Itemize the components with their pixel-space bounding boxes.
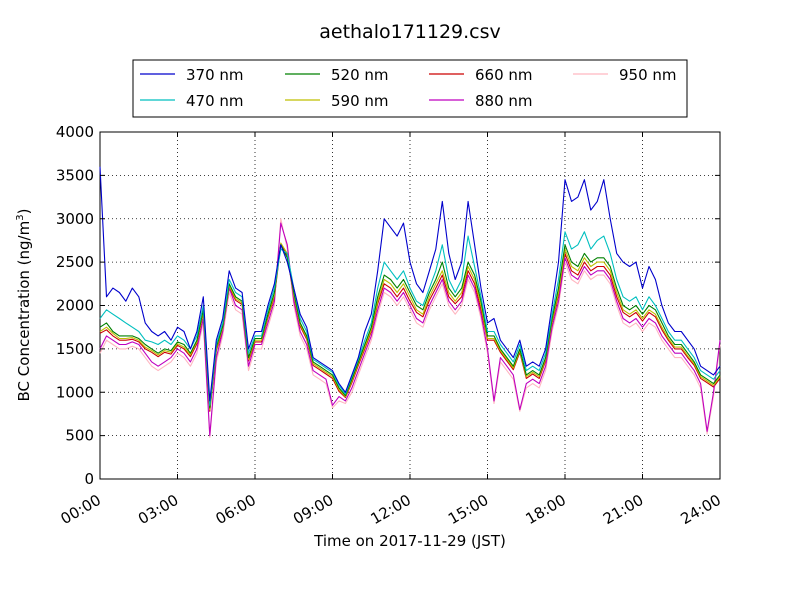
y-axis-label: BC Concentration (ng/m3) — [15, 209, 33, 402]
y-tick-label: 3500 — [56, 166, 94, 184]
ticks — [99, 131, 721, 480]
legend-items: 370 nm 470 nm 520 nm 590 nm 660 nm 880 nm 950 … — [140, 66, 677, 110]
y-tick-label: 1500 — [56, 340, 94, 358]
x-axis-label: Time on 2017-11-29 (JST) — [313, 532, 506, 550]
y-tick-label: 3000 — [56, 210, 94, 228]
legend-label: 590 nm — [331, 92, 389, 110]
plot-area — [99, 131, 721, 480]
series-layer — [99, 166, 721, 438]
y-tick-label: 4000 — [56, 123, 94, 141]
legend: 370 nm 470 nm 520 nm 590 nm 660 nm 880 nm 950 … — [132, 59, 688, 118]
legend-label: 950 nm — [619, 66, 677, 84]
chart-title: aethalo171129.csv — [319, 21, 501, 43]
y-axis-label-main: BC Concentration (ng/m — [15, 221, 33, 402]
y-axis-label-end: ) — [15, 209, 33, 215]
legend-label: 520 nm — [331, 66, 389, 84]
series-line-370-nm — [99, 166, 721, 402]
legend-label: 470 nm — [186, 92, 244, 110]
y-tick-label: 500 — [65, 427, 94, 445]
y-tick-label: 2000 — [56, 297, 94, 315]
y-tick-label: 0 — [84, 470, 94, 488]
y-tick-label: 2500 — [56, 253, 94, 271]
y-axis-label-sup: 3 — [15, 214, 26, 220]
legend-box — [132, 59, 688, 118]
legend-label: 660 nm — [475, 66, 533, 84]
legend-label: 880 nm — [475, 92, 533, 110]
legend-label: 370 nm — [186, 66, 244, 84]
y-tick-label: 1000 — [56, 383, 94, 401]
y-tick-labels: 0 500 1000 1500 2000 2500 3000 3500 4000 — [56, 123, 94, 488]
